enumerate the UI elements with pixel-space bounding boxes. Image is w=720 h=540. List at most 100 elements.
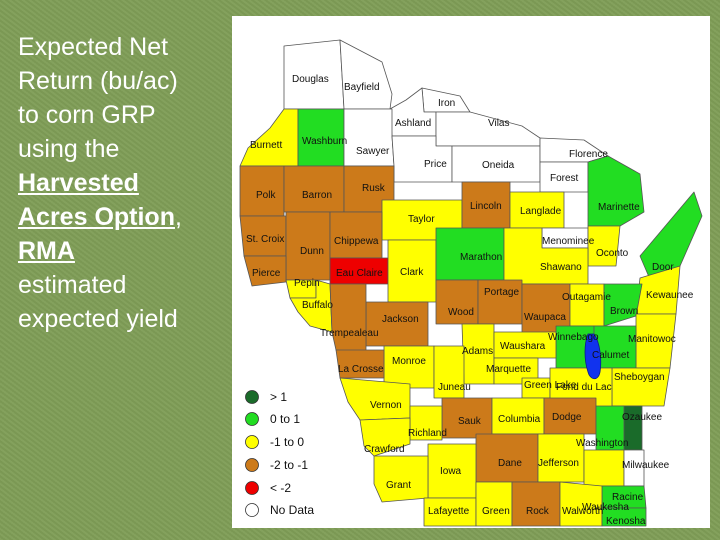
county-label: Chippewa [334,236,379,247]
county-label: Columbia [498,414,541,425]
county-label: Washburn [302,136,347,147]
county-monroe [383,345,435,389]
county-label: Waupaca [524,312,566,323]
county-label: Clark [400,267,424,278]
county-label: Washington [576,438,628,449]
county-label: Florence [569,149,608,160]
county-label: St. Croix [246,234,284,245]
title-line: RMA [18,234,223,268]
county-label: Grant [386,480,411,491]
county-label: Richland [408,428,447,439]
county-marinette [587,155,645,227]
title-line: estimated [18,271,127,299]
county-label: Rusk [362,183,386,194]
lake-winnebago [584,333,602,380]
legend-swatch [245,390,259,404]
county-label: Winnebago [548,332,599,343]
legend-item: -1 to 0 [245,435,304,449]
county-label: Forest [550,173,579,184]
county-label: Price [424,159,447,170]
county-bayfield [339,39,393,110]
county-label: Crawford [364,444,405,455]
county-label: Buffalo [302,300,333,311]
county-label: Marquette [486,364,531,375]
county-label: Milwaukee [622,460,670,471]
legend-label: > 1 [270,390,287,404]
county-label: Bayfield [344,82,380,93]
county-label: Ozaukee [622,412,662,423]
county-label: Walworth [562,506,603,517]
county-waushara [493,331,557,359]
legend-item: < -2 [245,481,291,495]
county-label: La Crosse [338,364,384,375]
legend-item: > 1 [245,390,287,404]
county-label: Portage [484,287,519,298]
legend-item: No Data [245,503,314,517]
county-label: Brown [610,306,638,317]
county-label: Green [482,506,510,517]
legend-label: No Data [270,503,314,517]
county-label: Barron [302,190,332,201]
county-label: Green Lake [524,380,577,391]
legend-label: -1 to 0 [270,435,304,449]
county-kenosha [601,507,647,527]
title-line: Return (bu/ac) [18,67,178,95]
county-label: Waukesha [582,502,629,513]
county-label: Juneau [438,382,471,393]
county-label: Taylor [408,214,435,225]
legend-label: 0 to 1 [270,412,300,426]
county-label: Outagamie [562,292,611,303]
county-label: Marinette [598,202,640,213]
county-lacrosse [335,349,385,379]
county-label: Polk [256,190,276,201]
county-label: Sauk [458,416,482,427]
legend-swatch [245,481,259,495]
county-grant [373,455,429,503]
county-green [475,481,513,527]
title-line: using the [18,135,120,163]
county-pierce [243,255,287,287]
county-label: Fond du Lac [556,382,612,393]
county-label: Lincoln [470,201,502,212]
county-label: Calumet [592,350,629,361]
legend-label: -2 to -1 [270,458,308,472]
county-label: Door [652,262,674,273]
county-label: Marathon [460,252,502,263]
county-label: Kenosha [606,516,646,527]
county-label: Wood [448,307,474,318]
title-line: to corn GRP [18,101,156,129]
county-label: Kewaunee [646,290,694,301]
county-label: Oconto [596,248,629,259]
county-label: Oneida [482,160,515,171]
county-rock [511,481,561,527]
county-waukesha [583,449,625,487]
county-label: Pierce [252,268,281,279]
county-label: Vernon [370,400,402,411]
county-label: Ashland [395,118,431,129]
county-label: Iowa [440,466,462,477]
county-map-svg: Douglas Bayfield Iron Ashland Vilas Burn… [239,39,703,527]
county-label: Pepin [294,278,320,289]
county-label: Racine [612,492,644,503]
county-label: Vilas [488,118,510,129]
title-line: Harvested [18,166,223,200]
county-label: Adams [462,346,493,357]
county-burnett [239,108,299,167]
title-emphasis: Acres Option [18,203,175,231]
county-label: Waushara [500,341,546,352]
county-vernon [339,377,411,421]
legend-label: < -2 [270,481,291,495]
county-label: Douglas [292,74,329,85]
county-crawford [359,417,411,457]
title-emphasis: RMA [18,237,75,265]
legend-swatch [245,412,259,426]
county-label: Jackson [382,314,419,325]
title-emphasis: Harvested [18,169,139,197]
county-sawyer [343,108,395,167]
county-label: Menominee [542,236,595,247]
title-line: expected yield [18,305,178,333]
county-label: Dane [498,458,522,469]
county-label: Dunn [300,246,324,257]
county-label: Sawyer [356,146,390,157]
title-line: Acres Option, [18,200,223,234]
